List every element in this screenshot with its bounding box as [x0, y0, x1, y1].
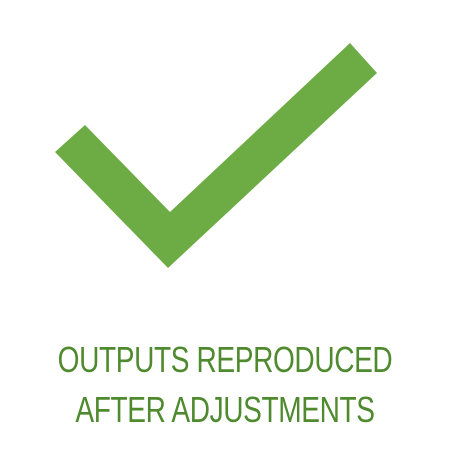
status-caption: OUTPUTS REPRODUCED AFTER ADJUSTMENTS	[50, 335, 401, 435]
checkmark-icon	[55, 43, 377, 268]
checkmark-shape	[55, 43, 377, 268]
caption-line-2: AFTER ADJUSTMENTS	[75, 389, 375, 430]
caption-line-1: OUTPUTS REPRODUCED	[57, 339, 393, 380]
